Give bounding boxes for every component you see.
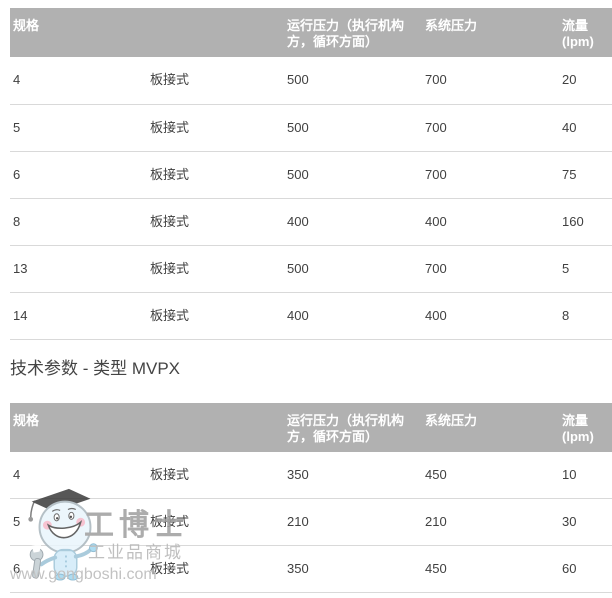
cell-system-pressure: 400 [422, 198, 559, 246]
cell-operating-pressure: 400 [284, 198, 422, 246]
cell-mounting: 板接式 [147, 104, 284, 152]
cell-flow: 5 [559, 245, 612, 293]
cell-mounting: 板接式 [147, 451, 284, 499]
cell-operating-pressure: 400 [284, 292, 422, 340]
spec-table-2: 规格 运行压力（执行机构方，循环方面） 系统压力 流量 (lpm) 4 板接式 … [10, 402, 612, 593]
table-row: 5 板接式 500 700 40 [10, 104, 612, 152]
cell-operating-pressure: 350 [284, 545, 422, 593]
cell-spec: 8 [10, 198, 147, 246]
table-row: 8 板接式 400 400 160 [10, 198, 612, 246]
col-header-operating-pressure: 运行压力（执行机构方，循环方面） [284, 402, 422, 452]
table-row: 4 板接式 500 700 20 [10, 57, 612, 105]
cell-flow: 30 [559, 498, 612, 546]
col-header-operating-pressure: 运行压力（执行机构方，循环方面） [284, 8, 422, 57]
cell-operating-pressure: 500 [284, 151, 422, 199]
table-row: 6 板接式 500 700 75 [10, 151, 612, 199]
cell-operating-pressure: 500 [284, 57, 422, 105]
cell-flow: 20 [559, 57, 612, 105]
cell-spec: 5 [10, 104, 147, 152]
cell-mounting: 板接式 [147, 292, 284, 340]
cell-mounting: 板接式 [147, 57, 284, 105]
cell-flow: 60 [559, 545, 612, 593]
table-row: 5 板接式 210 210 30 [10, 498, 612, 546]
col-header-mounting [147, 8, 284, 57]
col-header-system-pressure: 系统压力 [422, 8, 559, 57]
cell-system-pressure: 700 [422, 57, 559, 105]
col-header-system-pressure: 系统压力 [422, 402, 559, 452]
cell-system-pressure: 450 [422, 545, 559, 593]
cell-mounting: 板接式 [147, 151, 284, 199]
cell-spec: 5 [10, 498, 147, 546]
table-row: 6 板接式 350 450 60 [10, 545, 612, 593]
cell-spec: 4 [10, 57, 147, 105]
cell-system-pressure: 450 [422, 451, 559, 499]
col-header-spec: 规格 [10, 8, 147, 57]
cell-system-pressure: 700 [422, 151, 559, 199]
cell-flow: 8 [559, 292, 612, 340]
cell-spec: 4 [10, 451, 147, 499]
cell-system-pressure: 700 [422, 245, 559, 293]
cell-operating-pressure: 500 [284, 245, 422, 293]
cell-flow: 160 [559, 198, 612, 246]
col-header-flow: 流量 (lpm) [559, 402, 612, 452]
cell-mounting: 板接式 [147, 545, 284, 593]
table2-header-row: 规格 运行压力（执行机构方，循环方面） 系统压力 流量 (lpm) [10, 402, 612, 452]
spec-table-1: 规格 运行压力（执行机构方，循环方面） 系统压力 流量 (lpm) 4 板接式 … [10, 8, 612, 340]
cell-flow: 10 [559, 451, 612, 499]
cell-system-pressure: 210 [422, 498, 559, 546]
cell-spec: 6 [10, 545, 147, 593]
table1-header-row: 规格 运行压力（执行机构方，循环方面） 系统压力 流量 (lpm) [10, 8, 612, 57]
cell-mounting: 板接式 [147, 198, 284, 246]
cell-spec: 13 [10, 245, 147, 293]
table-row: 4 板接式 350 450 10 [10, 451, 612, 499]
cell-mounting: 板接式 [147, 245, 284, 293]
col-header-mounting [147, 402, 284, 452]
cell-operating-pressure: 350 [284, 451, 422, 499]
section-heading: 技术参数 - 类型 MVPX [10, 358, 181, 378]
col-header-flow: 流量 (lpm) [559, 8, 612, 57]
cell-flow: 75 [559, 151, 612, 199]
table-row: 13 板接式 500 700 5 [10, 245, 612, 293]
cell-system-pressure: 700 [422, 104, 559, 152]
cell-mounting: 板接式 [147, 498, 284, 546]
cell-spec: 6 [10, 151, 147, 199]
cell-operating-pressure: 500 [284, 104, 422, 152]
cell-operating-pressure: 210 [284, 498, 422, 546]
table-row: 14 板接式 400 400 8 [10, 292, 612, 340]
col-header-spec: 规格 [10, 402, 147, 452]
cell-flow: 40 [559, 104, 612, 152]
cell-spec: 14 [10, 292, 147, 340]
cell-system-pressure: 400 [422, 292, 559, 340]
